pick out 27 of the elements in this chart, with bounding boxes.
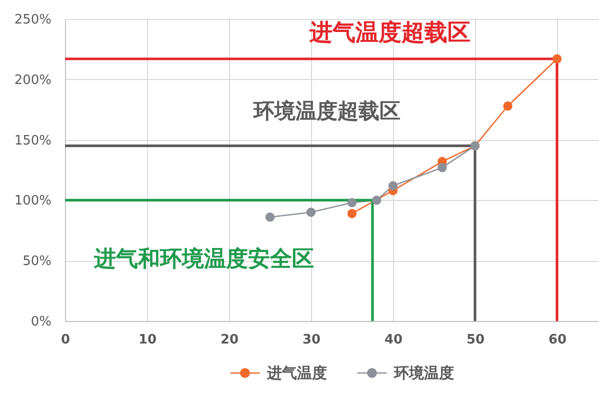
y-tick-label: 100% <box>14 194 52 209</box>
legend-label: 进气温度 <box>266 364 327 382</box>
y-tick-label: 200% <box>14 72 52 88</box>
annotation: 进气温度超载区 <box>308 19 470 46</box>
point <box>265 212 275 222</box>
x-tick-label: 50 <box>466 332 485 348</box>
x-tick-label: 60 <box>548 332 567 348</box>
y-tick-label: 0% <box>30 314 52 330</box>
legend-label: 环境温度 <box>393 364 454 382</box>
x-tick-label: 30 <box>302 332 321 348</box>
annotation: 进气和环境温度安全区 <box>93 246 314 272</box>
point <box>306 208 316 217</box>
y-tick-label: 250% <box>14 12 52 28</box>
annotation: 环境温度超载区 <box>252 99 400 123</box>
point <box>372 196 382 205</box>
point <box>552 54 562 64</box>
x-tick-label: 10 <box>138 332 157 348</box>
x-tick-label: 20 <box>220 332 239 348</box>
point <box>388 181 398 190</box>
x-tick-label: 0 <box>60 332 70 348</box>
x-tick-label: 40 <box>384 332 403 348</box>
y-tick-label: 50% <box>22 254 52 270</box>
y-tick-label: 150% <box>14 133 52 148</box>
point <box>503 101 512 111</box>
point <box>347 208 357 218</box>
point <box>438 162 447 172</box>
point <box>347 198 357 208</box>
